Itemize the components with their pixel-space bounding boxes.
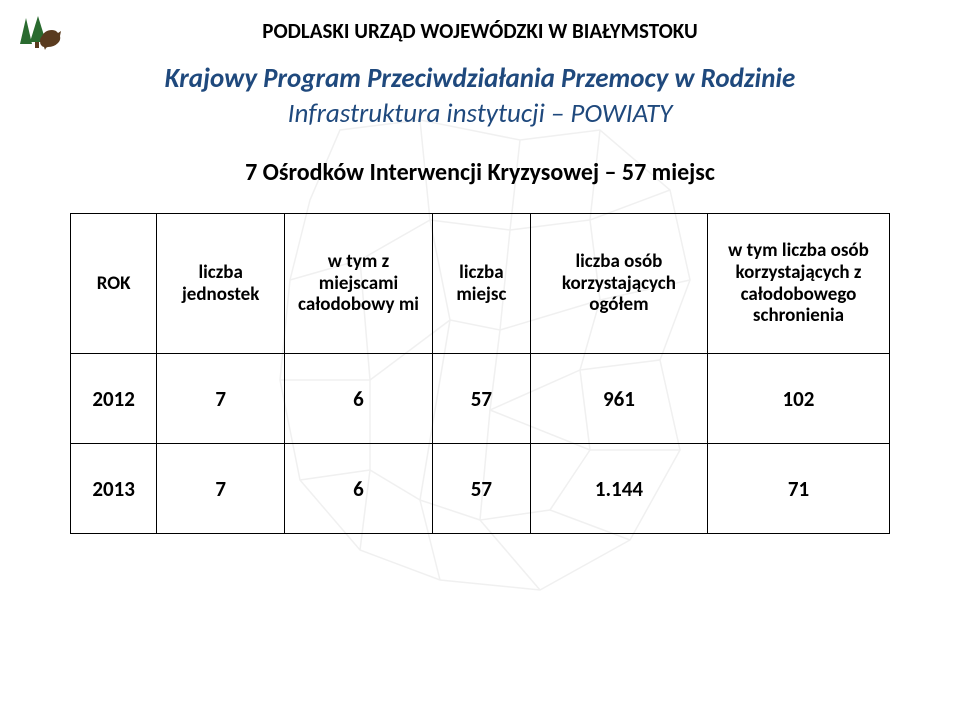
cell-rok: 2013 (71, 444, 157, 534)
page-header: PODLASKI URZĄD WOJEWÓDZKI W BIAŁYMSTOKU (70, 18, 890, 44)
cell-jednostek: 7 (157, 354, 285, 444)
table-row: 2012 7 6 57 961 102 (71, 354, 890, 444)
document-title: Krajowy Program Przeciwdziałania Przemoc… (70, 62, 890, 95)
col-header-miejsc: liczba miejsc (432, 214, 530, 354)
cell-korzystajacych: 961 (530, 354, 707, 444)
cell-miejsc: 57 (432, 444, 530, 534)
page-content: PODLASKI URZĄD WOJEWÓDZKI W BIAŁYMSTOKU … (0, 0, 960, 534)
section-heading: 7 Ośrodków Interwencji Kryzysowej – 57 m… (70, 158, 890, 187)
col-header-rok: ROK (71, 214, 157, 354)
table-header-row: ROK liczba jednostek w tym z miejscami c… (71, 214, 890, 354)
cell-jednostek: 7 (157, 444, 285, 534)
table-row: 2013 7 6 57 1.144 71 (71, 444, 890, 534)
cell-rok: 2012 (71, 354, 157, 444)
col-header-korzystajacych-calodobowego: w tym liczba osób korzystających z całod… (707, 214, 889, 354)
cell-miejscami: 6 (285, 444, 433, 534)
cell-korzystajacych-cal: 102 (707, 354, 889, 444)
col-header-miejscami: w tym z miejscami całodobowy mi (285, 214, 433, 354)
col-header-jednostek: liczba jednostek (157, 214, 285, 354)
col-header-korzystajacych: liczba osób korzystających ogółem (530, 214, 707, 354)
brand-logo (18, 14, 66, 58)
data-table: ROK liczba jednostek w tym z miejscami c… (70, 213, 890, 534)
cell-korzystajacych: 1.144 (530, 444, 707, 534)
cell-miejsc: 57 (432, 354, 530, 444)
cell-korzystajacych-cal: 71 (707, 444, 889, 534)
document-subtitle: Infrastruktura instytucji – POWIATY (70, 97, 890, 130)
cell-miejscami: 6 (285, 354, 433, 444)
